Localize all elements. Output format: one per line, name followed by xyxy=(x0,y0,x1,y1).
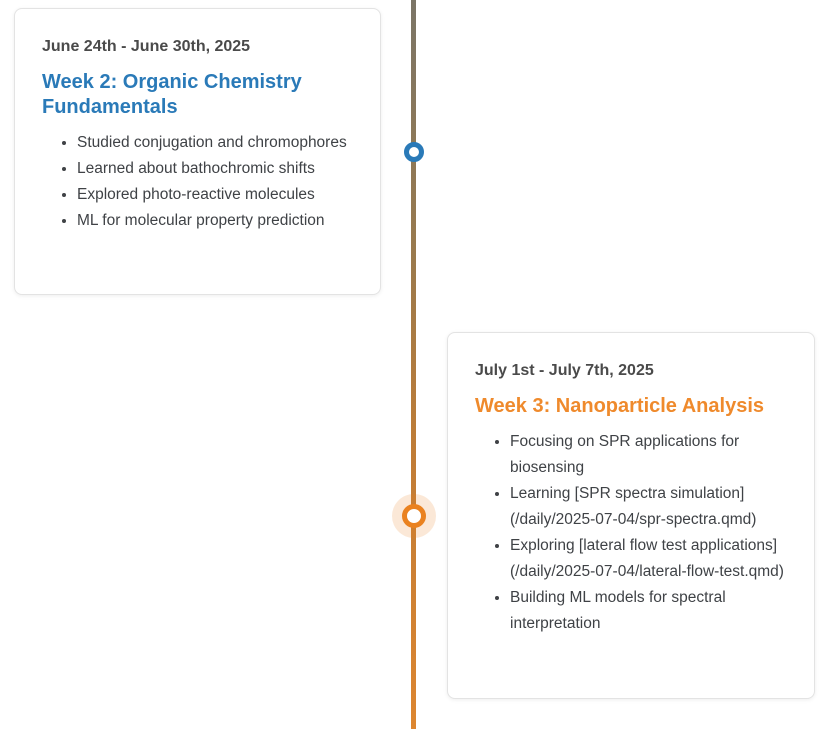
timeline-line xyxy=(411,0,416,729)
bullet-item: Learned about bathochromic shifts xyxy=(77,156,349,182)
entry-date: July 1st - July 7th, 2025 xyxy=(475,362,654,379)
timeline-card-week3: July 1st - July 7th, 2025 Week 3: Nanopa… xyxy=(447,332,815,699)
entry-date: June 24th - June 30th, 2025 xyxy=(42,38,251,55)
timeline-marker-week2 xyxy=(404,142,424,162)
entry-bullet-list: Studied conjugation and chromophores Lea… xyxy=(42,130,353,234)
entry-bullet-list: Focusing on SPR applications for biosens… xyxy=(475,429,787,637)
bullet-item: Exploring [lateral flow test application… xyxy=(510,533,787,585)
bullet-item: Studied conjugation and chromophores xyxy=(77,130,349,156)
timeline-card-week2: June 24th - June 30th, 2025 Week 2: Orga… xyxy=(14,8,381,295)
entry-title: Week 2: Organic Chemistry Fundamentals xyxy=(42,71,302,118)
bullet-item: ML for molecular property prediction xyxy=(77,208,349,234)
bullet-item: Focusing on SPR applications for biosens… xyxy=(510,429,787,481)
bullet-item: Building ML models for spectral interpre… xyxy=(510,585,787,637)
bullet-item: Learning [SPR spectra simulation](/daily… xyxy=(510,481,787,533)
timeline-marker-week3 xyxy=(402,504,426,528)
entry-title: Week 3: Nanoparticle Analysis xyxy=(475,395,765,417)
bullet-item: Explored photo-reactive molecules xyxy=(77,182,349,208)
